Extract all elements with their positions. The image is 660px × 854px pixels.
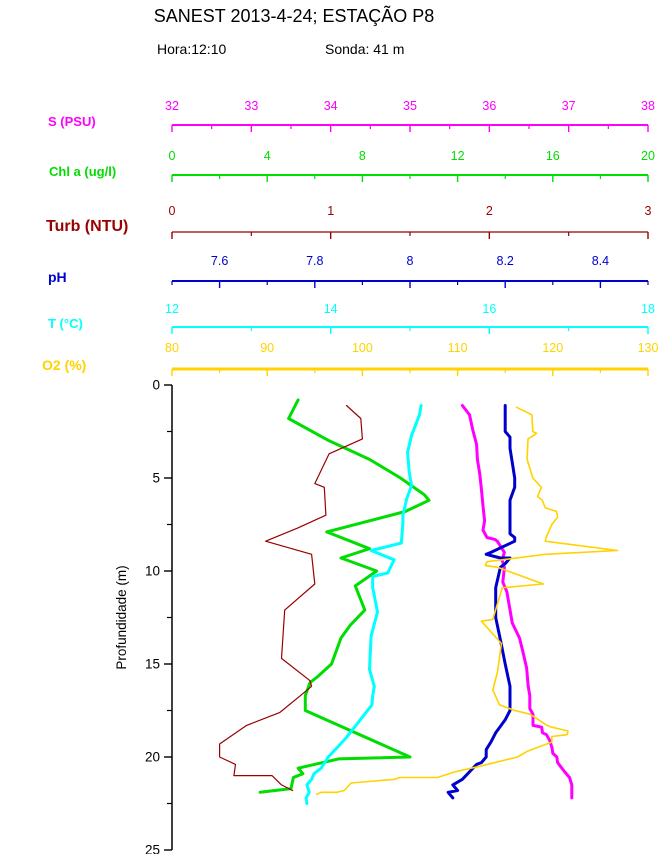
s-psu-tick-label: 36 — [482, 99, 496, 113]
ph-tick-label: 8.2 — [497, 254, 514, 268]
chl-a-ug-l-tick-label: 20 — [641, 149, 655, 163]
o2-tick-label: 90 — [260, 341, 274, 355]
o2-tick-label: 120 — [542, 341, 563, 355]
t-c-tick-label: 12 — [165, 302, 179, 316]
depth-axis-title: Profundidade (m) — [114, 565, 129, 669]
chl-a-ug-l-tick-label: 0 — [169, 149, 176, 163]
depth-tick-label: 15 — [145, 657, 160, 672]
t-c-curve — [304, 404, 423, 805]
s-psu-axis-title: S (PSU) — [48, 113, 96, 129]
s-psu-curve — [460, 404, 574, 800]
s-psu-tick-label: 34 — [324, 99, 338, 113]
ph-tick-label: 8.4 — [592, 254, 609, 268]
turb-ntu-axis-title: Turb (NTU) — [46, 218, 129, 236]
chart-title: SANEST 2013-4-24; ESTAÇÃO P8 — [153, 6, 435, 26]
depth-tick-label: 10 — [145, 564, 160, 579]
chart-subtitle-sonda: Sonda: 41 m — [325, 41, 405, 57]
ph-tick-label: 7.6 — [211, 254, 228, 268]
o2-curve — [315, 406, 619, 796]
o2-tick-label: 130 — [638, 341, 659, 355]
turb-ntu-tick-label: 0 — [169, 204, 176, 218]
s-psu-tick-label: 37 — [562, 99, 576, 113]
s-psu-tick-label: 38 — [641, 99, 655, 113]
chl-a-ug-l-tick-label: 12 — [451, 149, 465, 163]
chl-a-ug-l-tick-label: 4 — [264, 149, 271, 163]
o2-tick-label: 110 — [448, 341, 468, 355]
turb-ntu-tick-label: 3 — [645, 204, 652, 218]
depth-tick-label: 5 — [152, 471, 160, 486]
t-c-tick-label: 18 — [641, 302, 655, 316]
chl-a-ug-l-tick-label: 8 — [359, 149, 366, 163]
s-psu-tick-label: 35 — [403, 99, 417, 113]
turb-ntu-tick-label: 1 — [327, 204, 334, 218]
s-psu-tick-label: 33 — [244, 99, 258, 113]
s-psu-tick-label: 32 — [165, 99, 179, 113]
ph-tick-label: 8 — [407, 254, 414, 268]
ph-axis-title: pH — [48, 268, 67, 285]
chl-a-ug-l-tick-label: 16 — [546, 149, 560, 163]
o2-tick-label: 100 — [352, 341, 373, 355]
turb-ntu-tick-label: 2 — [486, 204, 493, 218]
chl-a-ug-l-curve — [258, 398, 431, 794]
depth-tick-label: 25 — [145, 843, 160, 854]
chart-subtitle-time: Hora:12:10 — [157, 41, 227, 57]
chl-a-ug-l-axis-title: Chl a (ug/l) — [49, 163, 117, 179]
t-c-tick-label: 14 — [324, 302, 338, 316]
turb-ntu-curve — [219, 404, 363, 792]
o2-axis-title: O2 (%) — [42, 356, 87, 373]
ph-curve — [446, 404, 517, 800]
depth-tick-label: 20 — [145, 750, 160, 765]
ph-tick-label: 7.8 — [306, 254, 323, 268]
depth-tick-label: 0 — [152, 378, 160, 393]
o2-tick-label: 80 — [165, 341, 179, 355]
t-c-tick-label: 16 — [482, 302, 496, 316]
t-c-axis-title: T (°C) — [48, 315, 83, 331]
